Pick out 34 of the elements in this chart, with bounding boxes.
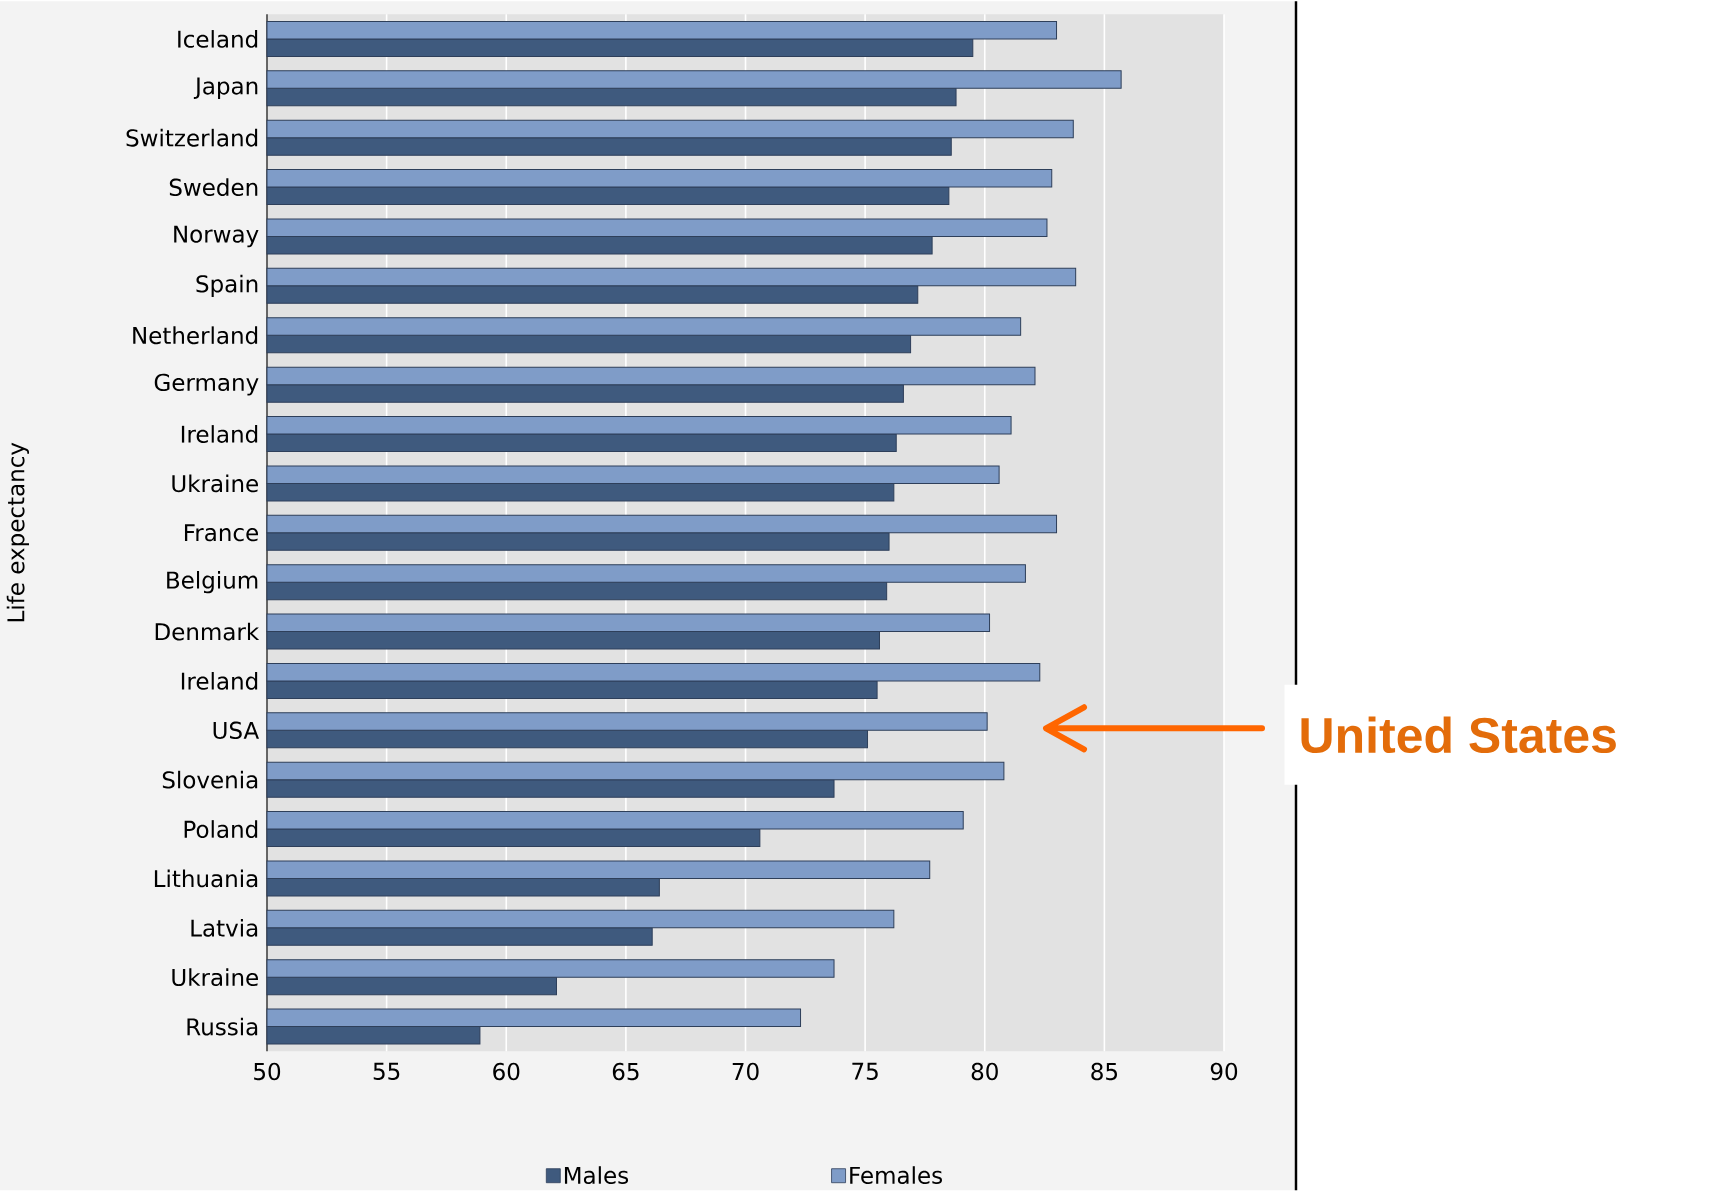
x-tick-label: 50 xyxy=(254,1063,281,1081)
y-tick-label: Germany xyxy=(154,373,259,396)
y-tick-label: Denmark xyxy=(155,622,260,641)
legend-label: Females xyxy=(850,1166,942,1185)
y-axis-title: Life expectancy xyxy=(6,442,30,622)
y-tick-label: Japan xyxy=(193,77,258,100)
y-tick-label: Netherland xyxy=(133,326,258,345)
y-tick-label: France xyxy=(184,524,258,542)
y-tick-label: Ukraine xyxy=(172,474,258,493)
x-tick-label: 80 xyxy=(971,1063,998,1081)
y-tick-label: USA xyxy=(213,721,259,740)
y-tick-label: Ireland xyxy=(181,425,258,444)
x-tick-label: 60 xyxy=(493,1063,520,1081)
x-tick-label: 65 xyxy=(612,1063,639,1081)
y-tick-label: Spain xyxy=(196,274,258,298)
y-tick-label: Ireland xyxy=(181,672,258,691)
x-tick-label: 55 xyxy=(373,1063,400,1081)
legend-label: Males xyxy=(564,1166,629,1185)
y-tick-label: Poland xyxy=(184,820,258,839)
x-tick-label: 70 xyxy=(732,1063,759,1081)
y-tick-label: Russia xyxy=(187,1017,258,1036)
x-tick-label: 85 xyxy=(1091,1063,1117,1081)
y-tick-label: Lithuania xyxy=(154,869,258,888)
text: United States xyxy=(1301,716,1616,754)
y-tick-label: Sweden xyxy=(169,178,258,197)
y-tick-label: Ukraine xyxy=(172,968,258,987)
y-tick-label: Iceland xyxy=(178,30,258,49)
x-tick-label: 75 xyxy=(852,1063,878,1081)
x-tick-label: 90 xyxy=(1210,1063,1238,1081)
y-tick-label: Norway xyxy=(174,225,259,248)
y-tick-label: Switzerland xyxy=(126,129,258,147)
y-tick-label: Slovenia xyxy=(162,771,258,789)
y-tick-label: Belgium xyxy=(167,571,258,594)
y-tick-label: Latvia xyxy=(191,919,258,937)
